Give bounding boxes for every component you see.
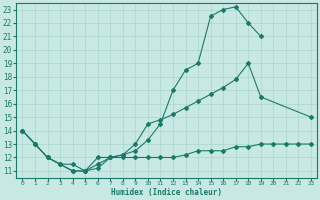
X-axis label: Humidex (Indice chaleur): Humidex (Indice chaleur) (111, 188, 222, 197)
